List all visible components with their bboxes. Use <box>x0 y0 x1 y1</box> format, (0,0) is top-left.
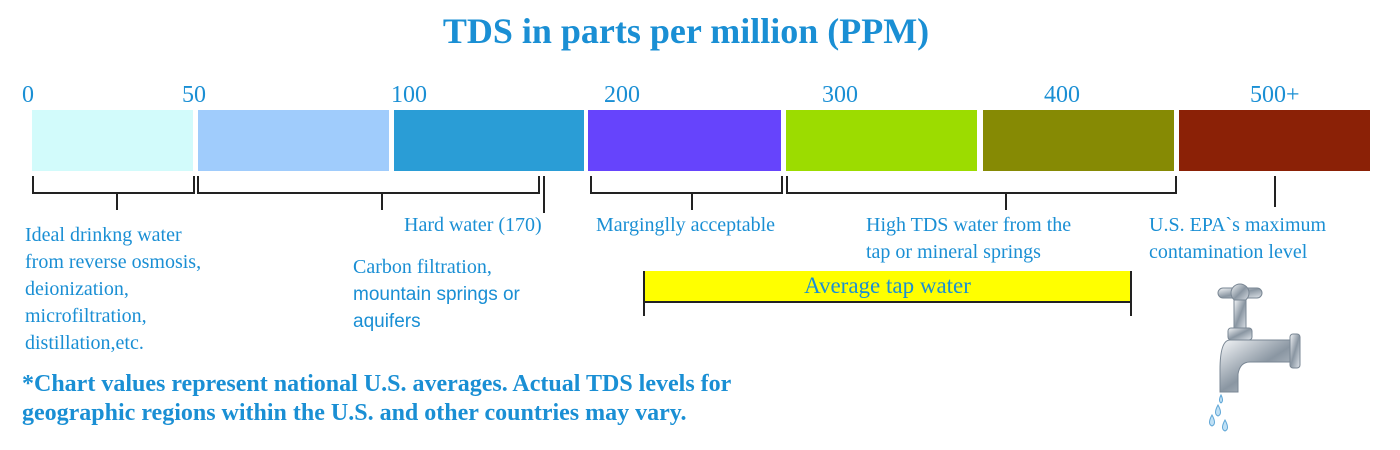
hard-water-marker <box>543 176 545 213</box>
epa-marker <box>1274 176 1276 207</box>
segment-200-300 <box>588 110 781 171</box>
scale-label-200: 200 <box>604 82 640 108</box>
scale-label-400: 400 <box>1044 82 1080 108</box>
ideal-label: Ideal drinkng water from reverse osmosis… <box>25 222 201 357</box>
footnote-line: geographic regions within the U.S. and o… <box>22 400 687 426</box>
scale-label-50: 50 <box>182 82 206 108</box>
bracket-high-tds <box>786 176 1177 194</box>
average-tap-water-bar: Average tap water <box>644 271 1131 303</box>
carbon-line: mountain springs or <box>353 284 520 305</box>
bracket-carbon-tick <box>381 192 383 210</box>
epa-line: contamination level <box>1149 241 1308 263</box>
scale-label-300: 300 <box>822 82 858 108</box>
high-tds-line: tap or mineral springs <box>866 241 1041 263</box>
hard-water-label: Hard water (170) <box>404 214 542 236</box>
ideal-line: distillation,etc. <box>25 332 144 354</box>
segment-500-plus <box>1179 110 1370 171</box>
segment-300-400 <box>786 110 977 171</box>
ideal-line: microfiltration, <box>25 305 147 327</box>
segment-50-100 <box>198 110 389 171</box>
bracket-ideal-tick <box>116 192 118 210</box>
high-tds-line: High TDS water from the <box>866 214 1072 236</box>
bracket-ideal <box>32 176 195 194</box>
average-bar-right-edge <box>1130 271 1132 316</box>
ideal-line: deionization, <box>25 278 129 300</box>
high-tds-label: High TDS water from the tap or mineral s… <box>866 212 1071 266</box>
epa-line: U.S. EPA`s maximum <box>1149 214 1327 236</box>
marginal-label: Marginglly acceptable <box>596 214 776 236</box>
scale-label-0: 0 <box>22 82 34 108</box>
bracket-marginal <box>590 176 783 194</box>
carbon-line: Carbon filtration, <box>353 256 492 278</box>
carbon-label: Carbon filtration, mountain springs or a… <box>353 254 520 335</box>
chart-title: TDS in parts per million (PPM) <box>442 11 930 51</box>
footnote: *Chart values represent national U.S. av… <box>22 370 731 428</box>
segment-0-50 <box>32 110 193 171</box>
average-bar-left-edge <box>643 271 645 316</box>
ideal-line: Ideal drinkng water <box>25 224 182 246</box>
ideal-line: from reverse osmosis, <box>25 251 202 273</box>
scale-label-500: 500+ <box>1250 82 1300 108</box>
scale-label-100: 100 <box>391 82 427 108</box>
bracket-carbon <box>197 176 540 194</box>
segment-100-200 <box>394 110 584 171</box>
bracket-marginal-tick <box>691 192 693 210</box>
bracket-high-tds-tick <box>1005 192 1007 210</box>
carbon-line: aquifers <box>353 311 421 332</box>
epa-label: U.S. EPA`s maximum contamination level <box>1149 212 1326 266</box>
faucet-icon <box>1209 283 1301 432</box>
segment-400-500 <box>983 110 1174 171</box>
footnote-line: *Chart values represent national U.S. av… <box>22 371 732 397</box>
